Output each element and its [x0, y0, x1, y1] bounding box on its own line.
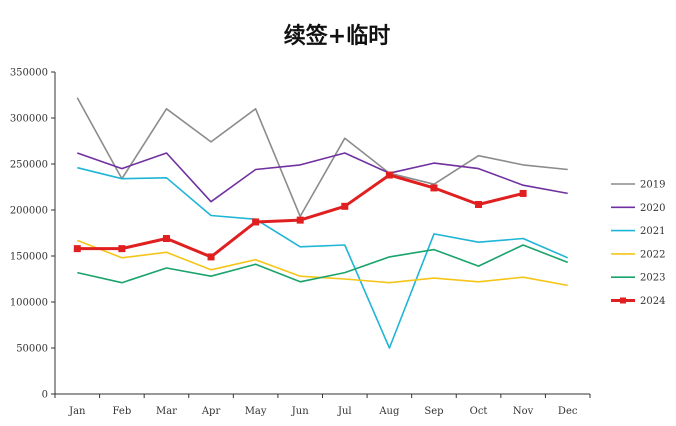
y-tick-label: 100000: [10, 298, 48, 309]
y-tick-label: 300000: [10, 114, 48, 125]
data-point-2024-May: [252, 218, 260, 226]
series-line-2023: [77, 244, 568, 284]
data-point-2024-Aug: [385, 171, 393, 179]
data-point-2024-Jul: [341, 202, 349, 210]
data-point-2024-Nov: [519, 189, 527, 197]
series-2020: [77, 152, 568, 203]
series-2022: [77, 239, 568, 287]
series-layer: [73, 97, 569, 349]
axes: 0 50000 100000 150000 200000 250000 300000 3500…: [10, 68, 591, 417]
x-tick-label: Aug: [378, 406, 400, 417]
legend-label: 2022: [640, 249, 665, 260]
legend-label: 2023: [640, 273, 665, 284]
series-2019: [76, 97, 568, 218]
y-tick-label: 250000: [10, 160, 48, 171]
x-tick-label: Oct: [470, 406, 488, 417]
series-line-2022: [77, 239, 568, 287]
series-2021: [77, 166, 569, 349]
legend-item-2024: 2024: [611, 296, 665, 307]
x-tick-label: Jan: [68, 406, 86, 417]
chart-title: 续签+临时: [284, 23, 390, 49]
legend-item-2023: 2023: [611, 273, 665, 284]
x-tick-label: Jul: [337, 406, 352, 417]
series-line-2019: [76, 97, 568, 218]
series-2023: [77, 244, 568, 284]
legend-item-2019: 2019: [611, 180, 665, 191]
x-tick-label: May: [245, 406, 267, 417]
legend-item-2020: 2020: [611, 203, 665, 214]
legend-marker: [620, 297, 626, 304]
data-point-2024-Sep: [430, 184, 438, 192]
data-point-2024-Apr: [207, 253, 215, 261]
legend-label: 2021: [640, 226, 665, 237]
y-tick-label: 50000: [16, 344, 48, 355]
x-tick-label: Jun: [291, 406, 309, 417]
legend-label: 2019: [640, 180, 665, 191]
y-tick-label: 350000: [10, 68, 48, 79]
y-tick-label: 200000: [10, 206, 48, 217]
x-tick-label: Mar: [156, 406, 177, 417]
x-tick-label: Nov: [513, 406, 534, 417]
x-tick-label: Apr: [201, 406, 221, 417]
series-2024: [73, 171, 527, 261]
legend-label: 2024: [640, 296, 665, 307]
data-point-2024-Jun: [296, 216, 304, 224]
series-line-2020: [77, 152, 568, 203]
legend-item-2021: 2021: [611, 226, 665, 237]
legend-label: 2020: [640, 203, 665, 214]
x-tick-label: Sep: [424, 406, 443, 417]
x-tick-label: Feb: [113, 406, 132, 417]
data-point-2024-Jan: [73, 245, 81, 253]
legend: 2019 2020 2021 2022 2023 2024: [611, 180, 665, 307]
y-tick-label: 150000: [10, 252, 48, 263]
series-line-2021: [77, 166, 569, 349]
x-tick-label: Dec: [558, 406, 578, 417]
data-point-2024-Oct: [475, 200, 483, 208]
data-point-2024-Feb: [118, 245, 126, 253]
data-point-2024-Mar: [162, 235, 170, 243]
legend-item-2022: 2022: [611, 249, 665, 260]
y-tick-label: 0: [42, 390, 48, 401]
